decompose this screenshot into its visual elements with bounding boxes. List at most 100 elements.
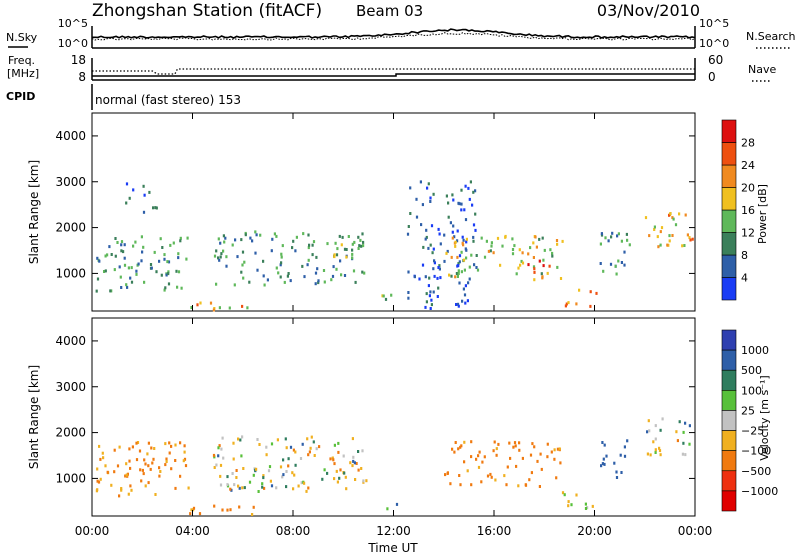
heatmap-cell [565,302,568,306]
heatmap-cell [336,247,339,251]
heatmap-cell [666,243,669,247]
heatmap-cell [492,449,495,453]
heatmap-cell [659,243,662,247]
heatmap-cell [147,481,150,485]
heatmap-cell [561,239,564,243]
heatmap-cell [481,460,484,464]
heatmap-cell [429,196,432,200]
heatmap-cell [160,273,163,277]
power-colorbar-tick: 16 [741,204,755,217]
heatmap-cell [456,302,460,306]
heatmap-cell [235,476,238,479]
heatmap-cell [312,240,316,244]
heatmap-cell [281,475,284,479]
heatmap-cell [609,262,613,266]
heatmap-cell [449,482,452,486]
heatmap-cell [161,246,164,249]
heatmap-cell [155,270,158,274]
heatmap-cell [96,277,100,281]
heatmap-cell [144,462,147,466]
heatmap-cell [351,242,354,246]
heatmap-cell [226,508,229,512]
heatmap-cell [109,289,112,293]
heatmap-cell [549,248,552,252]
date-label: 03/Nov/2010 [597,1,700,20]
heatmap-cell [589,304,592,308]
heatmap-cell [313,454,316,457]
heatmap-cell [465,256,468,260]
heatmap-cell [136,441,140,444]
heatmap-cell [474,228,477,232]
heatmap-cell [384,297,388,301]
heatmap-cell [166,260,169,264]
freq-label: Freq. [8,54,35,67]
velocity-ytick-label: 1000 [55,471,86,485]
freq-series [92,73,695,77]
heatmap-cell [232,457,235,461]
heatmap-cell [270,484,274,488]
heatmap-cell [503,474,506,478]
heatmap-cell [518,448,521,452]
heatmap-cell [538,485,541,488]
heatmap-cell [292,487,295,491]
heatmap-cell [312,440,315,444]
heatmap-cell [122,250,125,254]
heatmap-cell [415,197,418,201]
heatmap-cell [351,252,354,256]
heatmap-cell [473,263,476,267]
x-tick-label: 20:00 [577,524,612,538]
heatmap-cell [541,236,544,240]
heatmap-cell [343,247,347,251]
heatmap-cell [316,267,319,271]
heatmap-cell [276,438,279,442]
heatmap-cell [485,239,488,243]
heatmap-cell [424,275,427,279]
heatmap-cell [511,237,514,241]
heatmap-cell [289,279,292,283]
heatmap-cell [528,478,531,482]
heatmap-cell [490,241,493,245]
heatmap-cell [140,259,143,263]
velocity-colorbar-swatch [721,450,737,472]
heatmap-cell [258,443,261,446]
heatmap-cell [538,259,541,263]
heatmap-cell [465,237,468,241]
heatmap-cell [521,456,524,460]
heatmap-cell [125,473,128,477]
heatmap-cell [430,303,433,307]
heatmap-cell [225,264,228,268]
heatmap-cell [280,252,283,256]
heatmap-cell [237,437,240,441]
power-ylabel: Slant Range [km] [27,160,41,264]
heatmap-cell [353,461,356,465]
heatmap-cell [617,232,620,236]
heatmap-cell [492,251,495,255]
heatmap-cell [275,266,278,270]
heatmap-cell [146,452,149,456]
heatmap-cell [352,269,356,273]
velocity-colorbar-swatch [721,470,737,492]
heatmap-cell [504,235,507,239]
heatmap-cell [468,277,471,281]
heatmap-cell [520,259,523,263]
heatmap-cell [649,453,652,457]
heatmap-cell [140,235,143,239]
heatmap-cell [102,456,105,460]
heatmap-cell [489,249,492,253]
velocity-colorbar-tick: 25 [741,404,755,417]
heatmap-cell [475,254,478,257]
heatmap-cell [138,449,142,453]
heatmap-cell [271,237,274,241]
heatmap-cell [114,254,117,258]
heatmap-cell [106,253,109,257]
heatmap-cell [177,270,181,274]
heatmap-cell [517,484,520,488]
heatmap-cell [647,419,650,423]
heatmap-cell [508,441,511,445]
heatmap-cell [413,275,416,279]
heatmap-cell [684,421,687,425]
heatmap-cell [340,243,343,247]
heatmap-cell [429,307,432,310]
heatmap-cell [222,456,225,460]
heatmap-cell [678,420,681,424]
